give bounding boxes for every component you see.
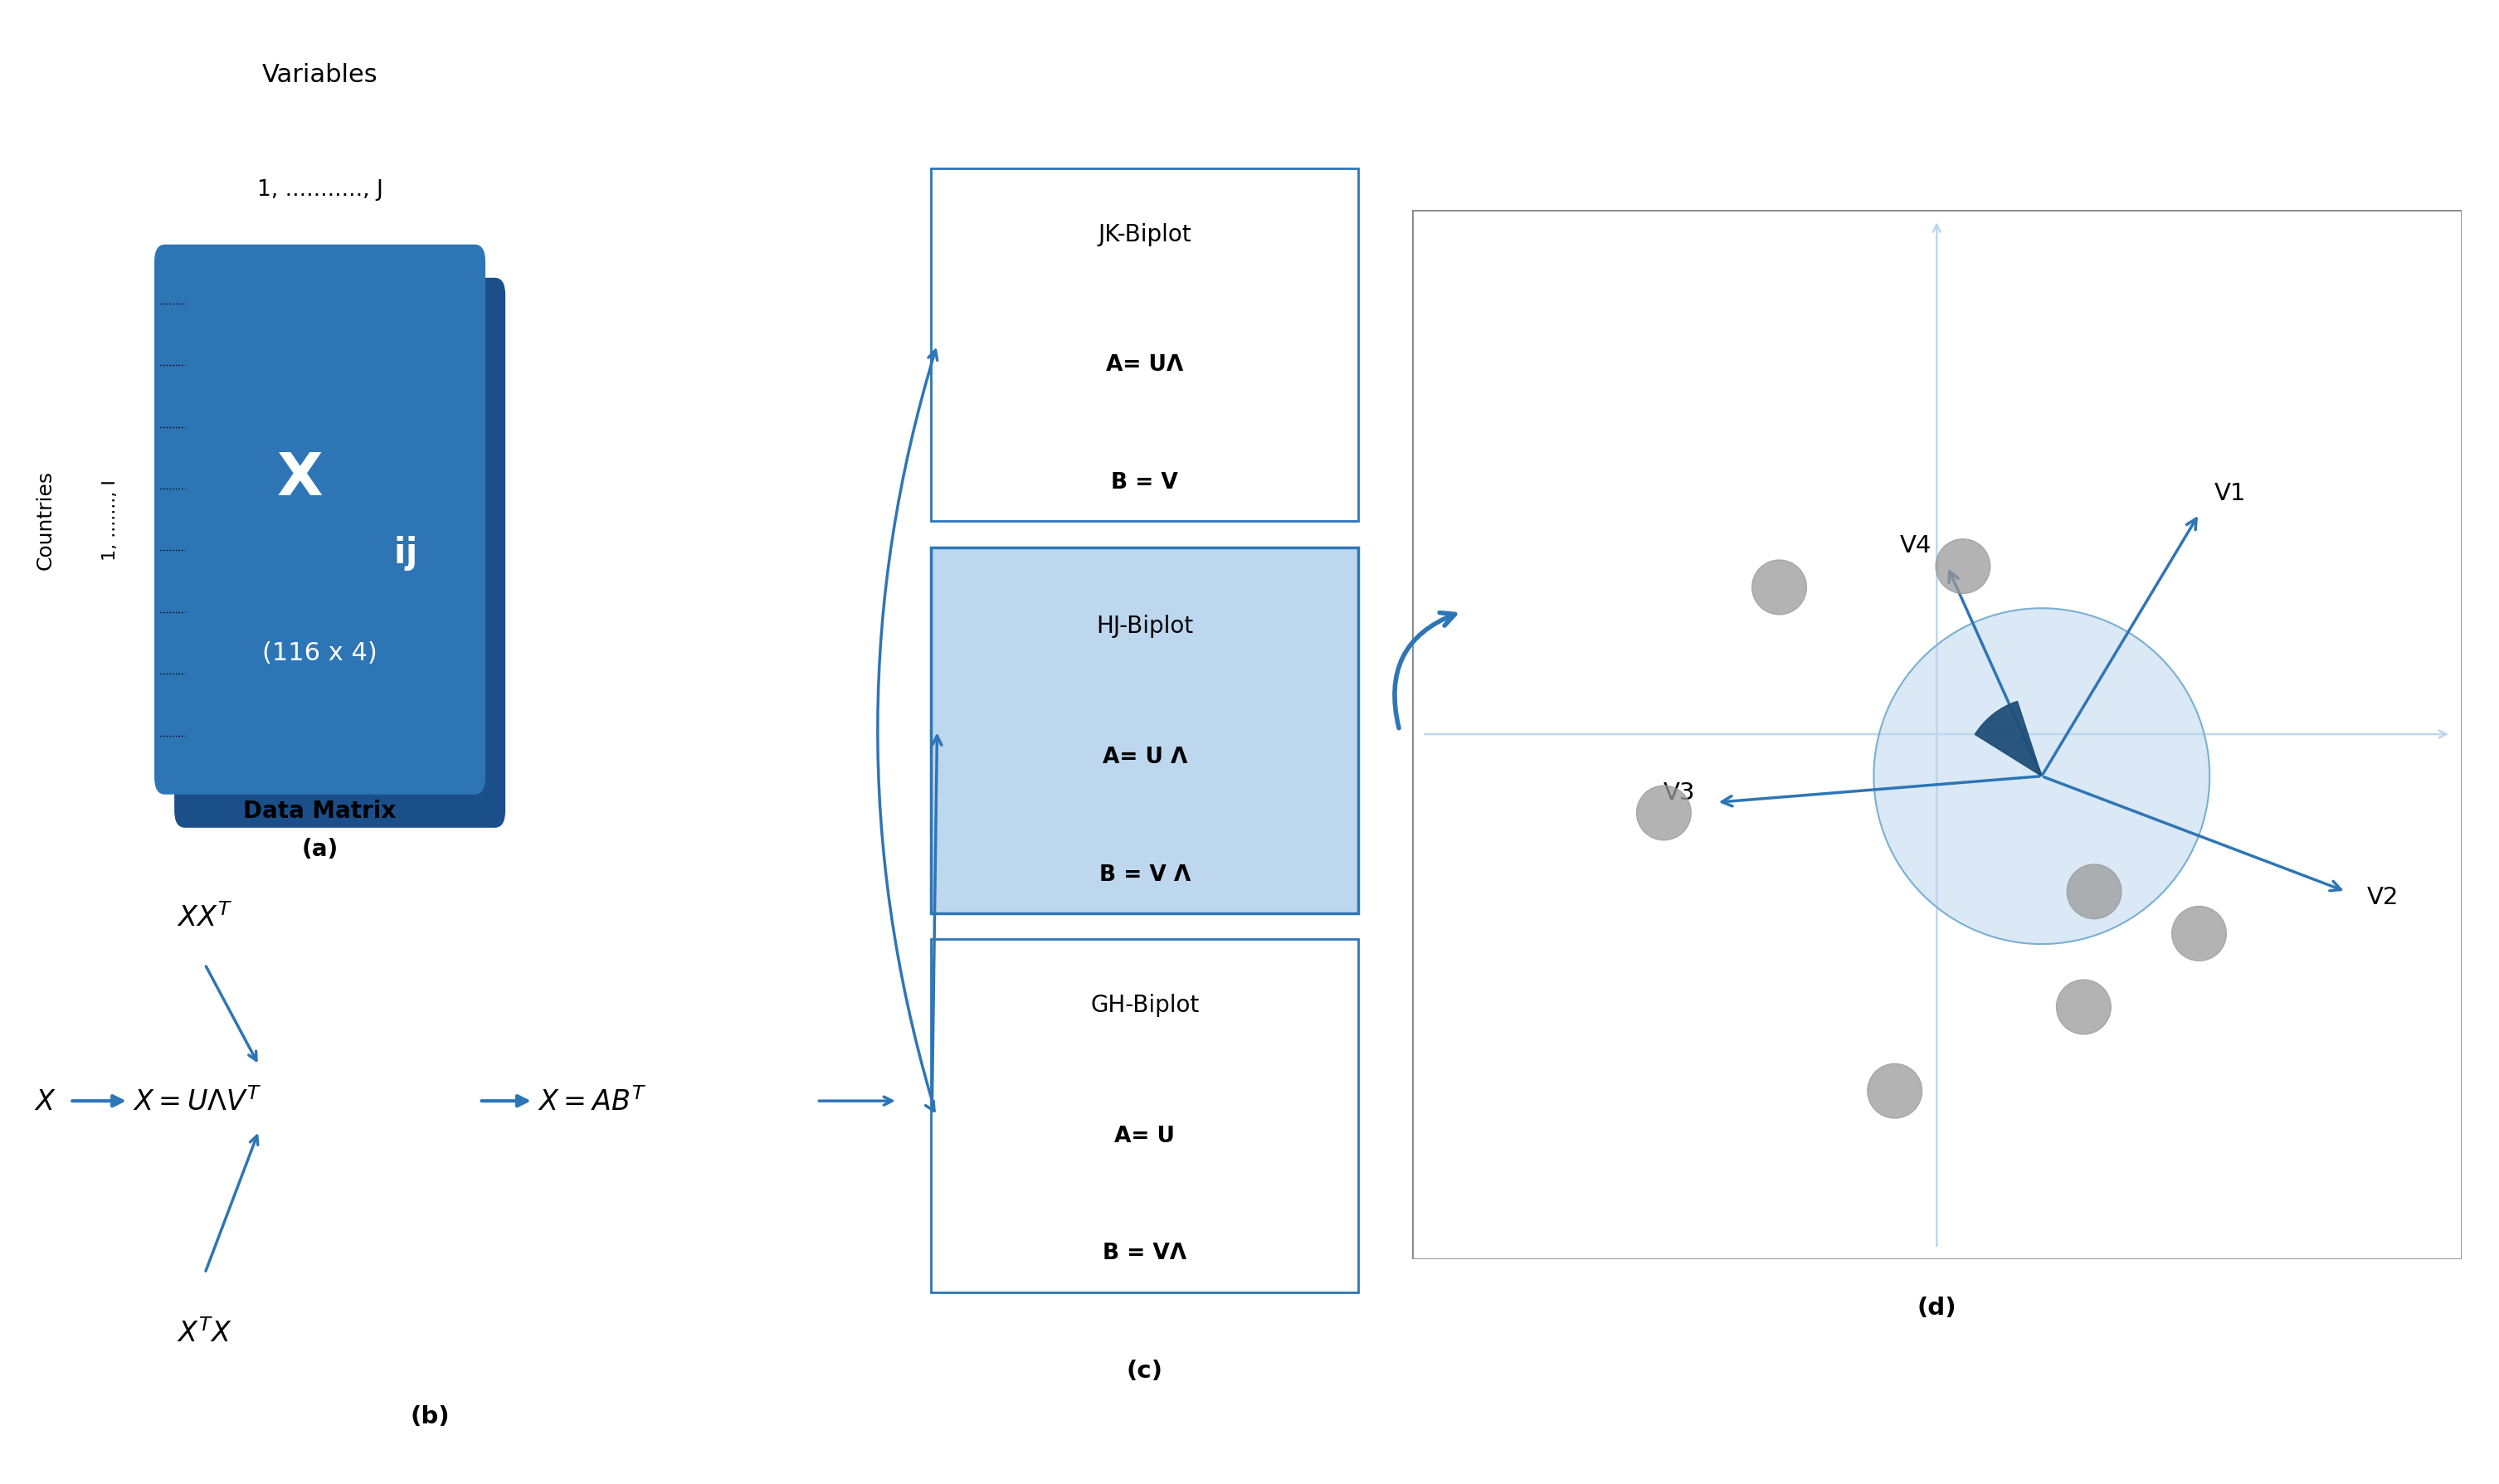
Circle shape [1752, 561, 1807, 614]
Text: A= U: A= U [1115, 1125, 1175, 1146]
Text: (116 x 4): (116 x 4) [262, 641, 377, 665]
Text: (a): (a) [302, 837, 337, 861]
FancyBboxPatch shape [155, 246, 485, 794]
Text: $X^TX$: $X^TX$ [177, 1318, 232, 1347]
Text: A= U Λ: A= U Λ [1102, 746, 1187, 767]
Circle shape [1867, 1064, 1922, 1119]
Text: Variables: Variables [262, 62, 377, 88]
Text: B = VΛ: B = VΛ [1102, 1242, 1187, 1264]
Text: 1, ..........., J: 1, ..........., J [257, 180, 382, 200]
Text: $\mathbf{X}$: $\mathbf{X}$ [277, 450, 322, 508]
Circle shape [2067, 865, 2122, 919]
Text: (b): (b) [410, 1404, 450, 1428]
Circle shape [1874, 608, 2209, 944]
Circle shape [2172, 907, 2227, 962]
Text: $\mathbf{ij}$: $\mathbf{ij}$ [395, 534, 415, 573]
FancyBboxPatch shape [932, 939, 1359, 1293]
Text: (c): (c) [1127, 1359, 1162, 1382]
Text: $XX^T$: $XX^T$ [177, 902, 232, 932]
Text: $X= U\Lambda V^T$: $X= U\Lambda V^T$ [132, 1086, 262, 1116]
Text: Data Matrix: Data Matrix [242, 800, 397, 822]
Text: HJ-Biplot: HJ-Biplot [1097, 614, 1195, 638]
Text: V2: V2 [2367, 886, 2399, 908]
FancyBboxPatch shape [932, 169, 1359, 522]
FancyBboxPatch shape [175, 279, 505, 828]
Text: JK-Biplot: JK-Biplot [1097, 223, 1192, 246]
Wedge shape [1974, 702, 2042, 776]
Circle shape [1637, 787, 1692, 840]
Text: B = V Λ: B = V Λ [1100, 864, 1190, 884]
Text: A= UΛ: A= UΛ [1107, 355, 1185, 375]
FancyBboxPatch shape [932, 548, 1359, 914]
Text: Countries: Countries [35, 470, 55, 570]
Text: GH-Biplot: GH-Biplot [1090, 993, 1200, 1017]
Circle shape [1937, 540, 1989, 594]
Circle shape [2057, 979, 2112, 1034]
Text: V3: V3 [1664, 781, 1694, 804]
Text: V1: V1 [2214, 482, 2247, 505]
Text: B = V: B = V [1112, 472, 1180, 493]
Text: (d): (d) [1917, 1296, 1957, 1319]
Text: 1, ......., I: 1, ......., I [102, 479, 117, 561]
Text: $X$: $X$ [35, 1088, 57, 1114]
Text: $X= AB^T$: $X= AB^T$ [537, 1086, 647, 1116]
Text: V4: V4 [1899, 534, 1932, 558]
